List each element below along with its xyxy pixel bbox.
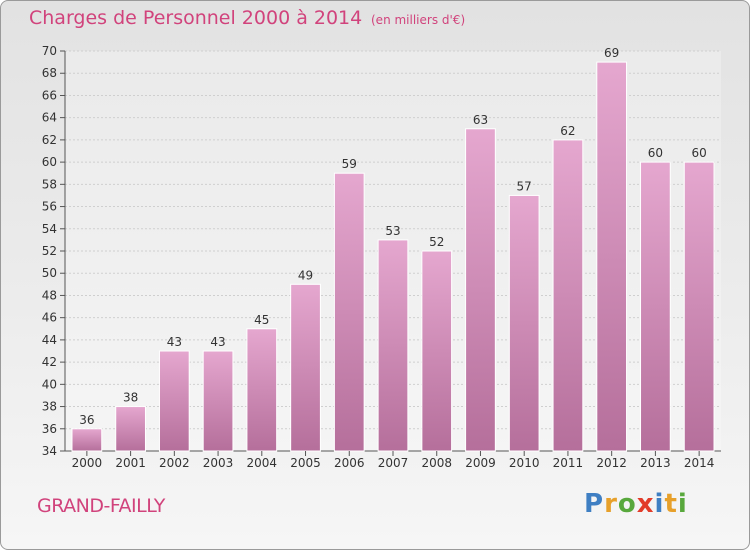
data-label-2005: 49 xyxy=(298,268,313,282)
y-tick-label: 68 xyxy=(42,66,57,80)
bar-2007 xyxy=(377,239,409,452)
x-tick-label-2011: 2011 xyxy=(553,456,584,470)
logo-letter: t xyxy=(664,489,678,519)
y-tick-label: 34 xyxy=(42,444,57,458)
y-tick-label: 36 xyxy=(42,422,57,436)
bar-2012 xyxy=(596,61,628,452)
y-tick-label: 48 xyxy=(42,288,57,302)
bar-2010 xyxy=(508,194,540,452)
y-tick-label: 52 xyxy=(42,244,57,258)
y-tick-label: 54 xyxy=(42,222,57,236)
y-tick-label: 38 xyxy=(42,400,57,414)
y-tick-label: 44 xyxy=(42,333,57,347)
logo-letter: i xyxy=(677,489,688,519)
data-label-2004: 45 xyxy=(254,313,269,327)
data-label-2011: 62 xyxy=(560,124,575,138)
bar-2004 xyxy=(246,328,278,452)
x-tick-label-2003: 2003 xyxy=(203,456,234,470)
y-tick-label: 60 xyxy=(42,155,57,169)
data-label-2008: 52 xyxy=(429,235,444,249)
bar-2005 xyxy=(290,283,321,452)
bar-2003 xyxy=(202,350,234,452)
x-tick-label-2014: 2014 xyxy=(684,456,715,470)
data-label-2001: 38 xyxy=(123,391,138,405)
data-label-2000: 36 xyxy=(79,413,94,427)
x-tick-label-2006: 2006 xyxy=(334,456,365,470)
data-label-2009: 63 xyxy=(473,113,488,127)
x-tick-label-2013: 2013 xyxy=(640,456,671,470)
x-tick-label-2000: 2000 xyxy=(72,456,103,470)
data-label-2013: 60 xyxy=(648,146,663,160)
logo-letter: x xyxy=(636,489,655,519)
y-tick-label: 62 xyxy=(42,133,57,147)
y-tick-label: 42 xyxy=(42,355,57,369)
bar-2002 xyxy=(158,350,190,452)
data-label-2003: 43 xyxy=(210,335,225,349)
y-tick-label: 50 xyxy=(42,266,57,280)
logo-letter: r xyxy=(604,489,618,519)
x-tick-label-2004: 2004 xyxy=(247,456,278,470)
bar-2013 xyxy=(640,161,671,452)
chart-subtitle: (en milliers d'€) xyxy=(371,13,466,27)
data-label-2014: 60 xyxy=(691,146,706,160)
logo-letter: o xyxy=(617,489,637,519)
y-tick-label: 70 xyxy=(42,44,57,58)
data-label-2010: 57 xyxy=(517,179,532,193)
chart-title: Charges de Personnel 2000 à 2014 xyxy=(29,7,363,29)
y-tick-label: 46 xyxy=(42,311,57,325)
y-tick-label: 64 xyxy=(42,111,57,125)
bar-2011 xyxy=(552,139,584,452)
x-tick-label-2001: 2001 xyxy=(115,456,146,470)
y-tick-label: 56 xyxy=(42,200,57,214)
data-label-2007: 53 xyxy=(385,224,400,238)
proxiti-logo: Proxiti xyxy=(584,489,688,519)
bar-2001 xyxy=(115,406,146,452)
bar-2008 xyxy=(421,250,453,452)
x-tick-label-2010: 2010 xyxy=(509,456,540,470)
data-label-2012: 69 xyxy=(604,46,619,60)
bar-2009 xyxy=(465,128,496,452)
x-tick-label-2008: 2008 xyxy=(421,456,452,470)
logo-letter: i xyxy=(654,489,665,519)
x-tick-label-2012: 2012 xyxy=(596,456,627,470)
x-tick-label-2002: 2002 xyxy=(159,456,190,470)
x-tick-label-2007: 2007 xyxy=(378,456,409,470)
x-tick-label-2005: 2005 xyxy=(290,456,321,470)
logo-letter: P xyxy=(584,489,605,519)
commune-name: GRAND-FAILLY xyxy=(37,495,165,517)
y-tick-label: 58 xyxy=(42,177,57,191)
x-tick-label-2009: 2009 xyxy=(465,456,496,470)
bar-2014 xyxy=(683,161,715,452)
y-tick-label: 66 xyxy=(42,88,57,102)
y-tick-label: 40 xyxy=(42,377,57,391)
data-label-2006: 59 xyxy=(342,157,357,171)
data-label-2002: 43 xyxy=(167,335,182,349)
bar-2000 xyxy=(71,428,103,452)
bar-2006 xyxy=(333,172,365,452)
